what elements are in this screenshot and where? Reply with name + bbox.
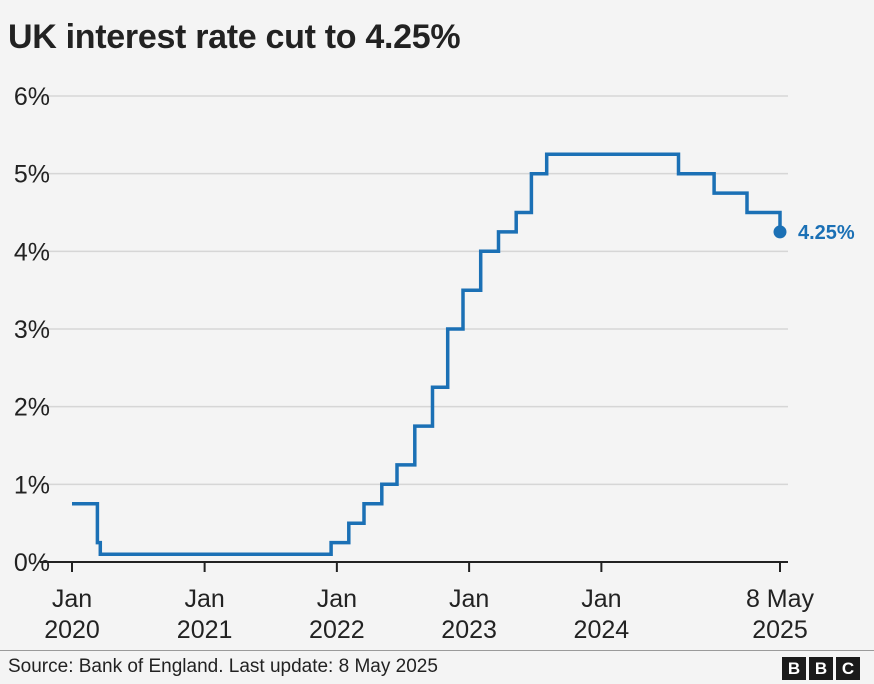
rate-chart: 0%1%2%3%4%5%6% Jan2020Jan2021Jan2022Jan2… [14,83,855,644]
x-tick-label-2-line1: Jan [317,585,357,613]
x-tick-label-5-line2: 2025 [752,616,808,644]
x-tick-label-4-line2: 2024 [574,616,630,644]
logo-letter-b2: B [809,657,833,680]
x-tick-label-3-line1: Jan [449,585,489,613]
logo-letter-c: C [836,657,860,680]
latest-rate-point [773,225,787,239]
bbc-logo: B B C [782,657,860,680]
logo-letter-b1: B [782,657,806,680]
latest-rate-label: 4.25% [798,222,855,244]
source-note: Source: Bank of England. Last update: 8 … [8,656,438,677]
series-layer: 4.25% [72,152,855,556]
x-tick-label-3-line2: 2023 [441,616,497,644]
x-tick-label-0-line2: 2020 [44,616,100,644]
footer-divider [0,650,874,651]
x-tick-label-1-line2: 2021 [177,616,233,644]
rate-step-line [72,152,782,556]
x-tick-label-2-line2: 2022 [309,616,365,644]
y-axis-labels: 0%1%2%3%4%5%6% [14,83,50,577]
x-tick-label-5-line1: 8 May [746,585,815,613]
gridlines [40,95,788,486]
x-axis: Jan 2020 Jan 2021 Jan 2022 Jan 2023 Jan 2024 8 May… [40,561,815,644]
chart-title: UK interest rate cut to 4.25% [8,18,461,56]
y-tick-label-6: 6% [14,83,50,111]
x-tick-label-1-line1: Jan [184,585,224,613]
y-tick-label-5: 5% [14,161,50,189]
y-tick-label-4: 4% [14,238,50,266]
x-tick-label-4-line1: Jan [581,585,621,613]
y-tick-label-3: 3% [14,316,50,344]
y-tick-label-1: 1% [14,471,50,499]
x-tick-label-0-line1: Jan [52,585,92,613]
y-tick-label-2: 2% [14,394,50,422]
